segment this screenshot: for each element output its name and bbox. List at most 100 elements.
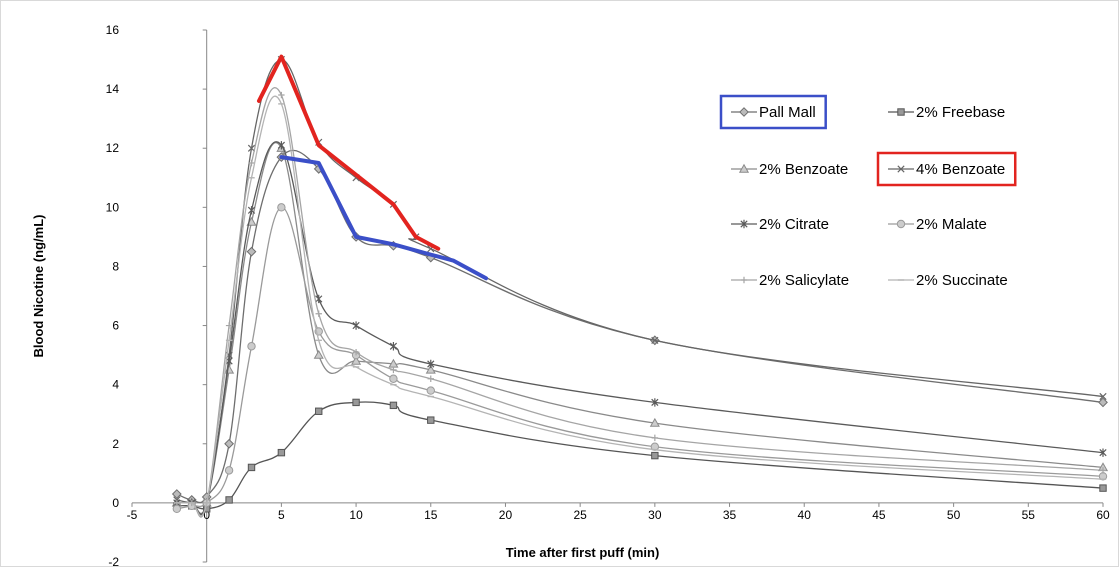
series-layer	[171, 55, 1109, 518]
data-point	[247, 463, 256, 472]
data-point	[1098, 397, 1108, 408]
y-tick-label: 0	[112, 496, 119, 510]
y-tick-label: -2	[108, 555, 119, 568]
legend-entry: 2% Succinate	[888, 272, 1008, 289]
y-tick-label: 16	[106, 23, 120, 37]
y-tick-label: 8	[112, 259, 119, 273]
x-axis-title: Time after first puff (min)	[506, 545, 660, 560]
legend-entry: 2% Malate	[888, 216, 987, 233]
data-point	[315, 294, 323, 304]
y-tick-label: 10	[106, 200, 120, 214]
y-tick-label: 6	[112, 319, 119, 333]
data-point	[277, 448, 286, 457]
data-point	[739, 107, 749, 117]
data-point	[248, 159, 255, 167]
legend-label: 2% Freebase	[916, 104, 1005, 121]
series-2-malate	[172, 203, 1108, 513]
highlight-stroke	[256, 54, 441, 251]
x-tick-label: 30	[648, 508, 662, 522]
y-tick-label: 12	[106, 141, 120, 155]
data-point	[277, 203, 286, 212]
data-point	[278, 91, 285, 99]
data-point	[1099, 448, 1107, 457]
data-point	[651, 398, 659, 407]
x-tick-label: 60	[1096, 508, 1110, 522]
data-point	[427, 359, 435, 369]
data-point	[352, 348, 360, 356]
data-point	[315, 407, 323, 415]
legend-entry: 2% Benzoate	[731, 161, 848, 178]
x-tick-label: -5	[127, 508, 138, 522]
data-point	[896, 219, 906, 229]
data-point	[1099, 392, 1107, 401]
data-point	[277, 141, 286, 150]
data-point	[315, 310, 322, 317]
x-tick-label: 5	[278, 508, 285, 522]
data-point	[651, 434, 659, 442]
x-tick-label: 45	[872, 508, 886, 522]
x-tick-label: 50	[947, 508, 961, 522]
legend-label: 2% Salicylate	[759, 272, 849, 289]
data-point	[427, 416, 435, 424]
data-point	[352, 321, 360, 330]
legend: Pall Mall 2% Freebase 2% Benzoate 4% Benzoa…	[719, 94, 1017, 289]
series-2-benzoate	[171, 141, 1109, 515]
data-point	[390, 366, 397, 374]
data-point	[1099, 467, 1107, 474]
y-tick-label: 14	[106, 82, 120, 96]
axes: -5 0 5 10 15 20 25 30 35 40 45 50 55 60 -2 0 2 4 6 8 10 12 14 1…	[106, 23, 1110, 568]
legend-entry: 2% Salicylate	[731, 272, 849, 289]
legend-entry: 2% Freebase	[888, 104, 1005, 121]
x-tick-label: 0	[203, 508, 210, 522]
legend-label: 2% Malate	[916, 216, 987, 233]
data-point	[246, 246, 257, 257]
data-point	[389, 401, 398, 410]
legend-label: 4% Benzoate	[916, 161, 1005, 178]
data-point	[426, 386, 435, 395]
data-point	[651, 336, 659, 344]
data-point	[224, 466, 234, 475]
legend-label: 2% Citrate	[759, 216, 829, 233]
x-tick-label: 10	[349, 508, 363, 522]
legend-entry: Pall Mall	[719, 94, 827, 130]
series-2-citrate	[173, 141, 1107, 515]
x-tick-label: 15	[424, 508, 438, 522]
data-point	[1099, 484, 1107, 492]
legend-entry: 4% Benzoate	[876, 151, 1017, 187]
legend-label: 2% Succinate	[916, 272, 1008, 289]
legend-highlight-box	[876, 151, 1017, 187]
legend-label: Pall Mall	[759, 104, 816, 121]
data-point	[172, 504, 182, 513]
data-point	[247, 342, 256, 351]
data-point	[224, 438, 235, 449]
data-point	[740, 276, 748, 284]
data-point	[425, 364, 436, 374]
y-tick-label: 2	[112, 437, 119, 451]
data-point	[351, 355, 362, 365]
series-pall-mall	[171, 149, 1108, 505]
data-point	[897, 165, 905, 173]
data-point	[389, 342, 398, 351]
data-point	[352, 398, 360, 407]
series-line	[176, 95, 1104, 517]
data-point	[427, 375, 434, 382]
data-point	[897, 108, 905, 116]
y-tick-label: 4	[112, 378, 119, 392]
legend-highlight-box	[719, 94, 827, 130]
data-point	[650, 442, 660, 451]
data-point	[313, 349, 324, 359]
series-2-freebase	[173, 398, 1107, 513]
data-point	[389, 374, 398, 383]
x-tick-label: 35	[723, 508, 737, 522]
y-axis-title: Blood Nicotine (ng/mL)	[31, 215, 46, 358]
highlight-stroke	[279, 155, 489, 281]
x-tick-label: 55	[1022, 508, 1036, 522]
highlight-layer	[256, 54, 489, 281]
x-tick-label: 20	[499, 508, 513, 522]
data-point	[225, 496, 233, 504]
x-tick-label: 25	[573, 508, 587, 522]
series-2-succinate	[173, 95, 1107, 517]
data-point	[651, 451, 659, 460]
